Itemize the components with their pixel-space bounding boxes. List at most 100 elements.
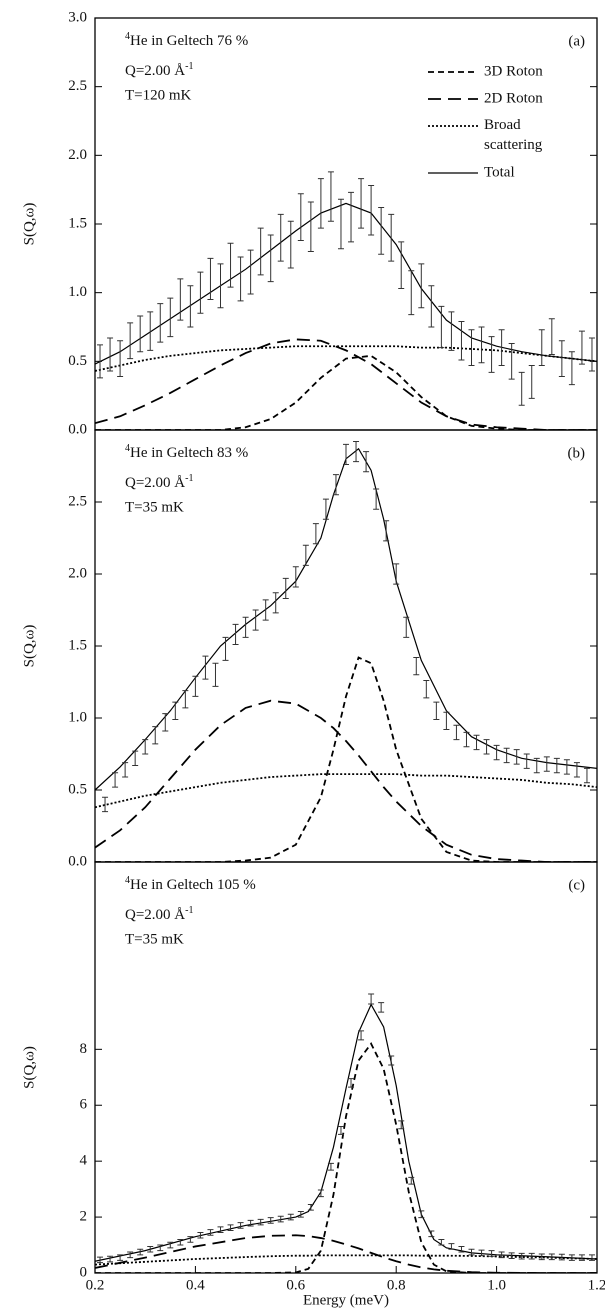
error-bar [192, 675, 199, 697]
panel-label: (b) [568, 445, 586, 461]
error-bar [297, 1210, 304, 1218]
x-tick-label: 1.2 [588, 1277, 605, 1293]
error-bar [488, 336, 495, 373]
superscript: 4 [125, 31, 130, 42]
annotation: T=35 mK [125, 931, 184, 947]
error-bar [182, 690, 189, 709]
error-bar [568, 351, 575, 386]
error-bar [282, 577, 289, 599]
curve [95, 1003, 597, 1262]
error-bar [207, 1229, 214, 1236]
error-bar [483, 739, 490, 755]
error-bar [438, 1238, 445, 1246]
annotation: 4He in Geltech 105 % [125, 875, 256, 893]
annotation: T=120 mK [125, 87, 192, 103]
error-bar [568, 1254, 575, 1261]
y-tick-label: 0.0 [68, 853, 87, 869]
error-bar [433, 701, 440, 720]
error-bar [247, 1219, 254, 1227]
superscript: -1 [185, 905, 193, 916]
error-bar [498, 329, 505, 366]
panel: 0.0 0.5 1.0 1.5 2.0 2.5 3.0 S(Q,ω) 4He in Geltec… [21, 9, 598, 437]
error-bar [317, 1189, 324, 1198]
error-bar [217, 1226, 224, 1233]
error-bar [302, 544, 309, 566]
error-bar [287, 1213, 294, 1221]
superscript: -1 [185, 473, 193, 484]
error-bar [177, 1238, 184, 1246]
error-bar [588, 337, 595, 372]
error-bar [307, 201, 314, 252]
y-tick-label: 0.5 [68, 781, 87, 797]
error-bar [277, 213, 284, 262]
annotation: T=35 mK [125, 499, 184, 515]
error-bar [548, 318, 555, 355]
error-bar [197, 271, 204, 314]
error-bar [508, 1252, 515, 1259]
error-bar [187, 285, 194, 328]
error-bar [493, 744, 500, 761]
curve [95, 338, 597, 430]
error-bar [378, 1002, 385, 1013]
error-bar [167, 1241, 174, 1249]
error-bar [237, 256, 244, 302]
error-bar [172, 701, 179, 720]
y-tick-label: 0.5 [68, 353, 87, 369]
error-bar [348, 191, 355, 243]
error-bar [157, 1244, 164, 1252]
error-bar [518, 1252, 525, 1260]
error-bar [117, 340, 124, 377]
error-bar [418, 1210, 425, 1219]
error-bar [398, 1120, 405, 1130]
legend-label: Broad scattering [484, 117, 543, 153]
error-bar [292, 566, 299, 588]
error-bar [232, 623, 239, 646]
y-tick-label: 2.0 [68, 565, 87, 581]
error-bar [488, 1250, 495, 1257]
error-bar [538, 1253, 545, 1261]
error-bar [403, 616, 410, 638]
error-bar [142, 739, 149, 755]
error-bar [267, 1217, 274, 1224]
error-bar [558, 1253, 565, 1261]
curve [95, 1234, 597, 1273]
error-bar [337, 198, 344, 250]
y-tick-label: 1.0 [68, 284, 87, 300]
y-axis-label: S(Q,ω) [21, 1046, 37, 1089]
error-bar [498, 1251, 505, 1259]
error-bar [373, 488, 380, 510]
error-bar [242, 616, 249, 638]
error-bar [343, 443, 349, 466]
error-bar [227, 242, 234, 288]
error-bar [127, 322, 134, 360]
error-bar [332, 474, 339, 496]
error-bar [528, 364, 535, 399]
error-bar [358, 1030, 365, 1041]
y-tick-label: 0.0 [68, 421, 87, 437]
error-bar [558, 340, 565, 377]
error-bar [428, 285, 435, 328]
error-bar [578, 330, 585, 365]
error-bar [97, 1256, 104, 1264]
panel: 0 2 4 6 8 0.2 0.4 0.6 0.8 1.0 1.2 Energy (meV) S(Q,ω… [21, 861, 605, 1308]
curve [95, 1042, 597, 1273]
error-bar [408, 1176, 415, 1185]
error-bar [473, 734, 480, 751]
panel-label: (a) [568, 33, 585, 49]
error-bar [423, 680, 430, 699]
error-bar [197, 1231, 204, 1239]
y-tick-label: 6 [80, 1097, 88, 1113]
error-bar [132, 750, 139, 767]
error-bar [267, 234, 274, 283]
plot-frame [94, 861, 598, 1274]
x-tick-label: 0.8 [387, 1277, 406, 1293]
annotation-text: He in Geltech 83 % [130, 445, 248, 461]
error-bar [358, 178, 365, 229]
curve [95, 202, 597, 365]
error-bar [368, 185, 375, 236]
error-bar [327, 171, 334, 222]
error-bar [262, 599, 269, 621]
legend-label: 3D Roton [484, 63, 543, 79]
error-bar [448, 1243, 455, 1250]
error-bar [317, 178, 324, 229]
